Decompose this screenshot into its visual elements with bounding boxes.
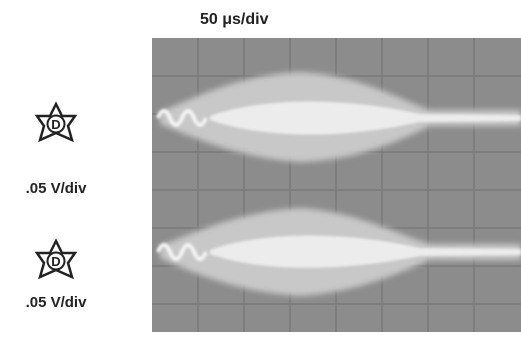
volts-label: .05 V/div — [26, 180, 88, 197]
timebase-label: 50 μs/div — [200, 11, 269, 28]
channel-1: D .05 V/div — [26, 101, 88, 197]
badge-letter: D — [51, 254, 60, 269]
badge-letter: D — [51, 117, 60, 132]
volts-label: .05 V/div — [26, 294, 88, 311]
scope-screen — [152, 38, 521, 332]
channel-2: D .05 V/div — [26, 238, 88, 311]
